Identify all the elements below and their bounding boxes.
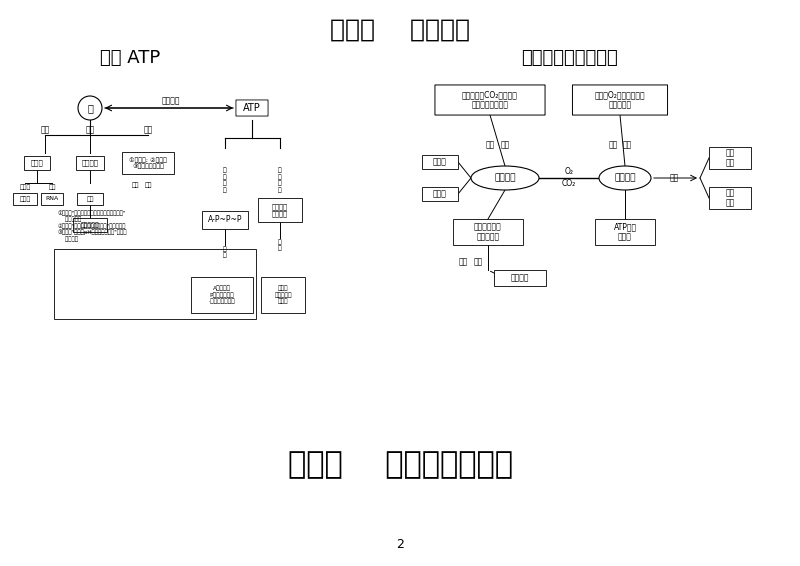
Text: 光合作用: 光合作用 — [494, 174, 516, 182]
Text: ATP的主
要来源: ATP的主 要来源 — [614, 222, 637, 242]
Text: 外因：光、CO₂、温度等
内因：色素、酶等: 外因：光、CO₂、温度等 内因：色素、酶等 — [462, 91, 518, 110]
Text: 实验: 实验 — [131, 182, 138, 188]
FancyBboxPatch shape — [494, 270, 546, 286]
Text: 光反应: 光反应 — [433, 157, 447, 166]
Text: 因素: 因素 — [500, 140, 510, 149]
Text: CO₂: CO₂ — [562, 178, 576, 187]
Text: 验证: 验证 — [144, 182, 152, 188]
FancyBboxPatch shape — [76, 156, 104, 170]
Text: 结
构
形
式: 结 构 形 式 — [223, 168, 227, 192]
Circle shape — [78, 96, 102, 120]
Text: 特性: 特性 — [143, 126, 153, 135]
Text: 生
成
途
径: 生 成 途 径 — [278, 168, 282, 192]
Text: ATP: ATP — [243, 103, 261, 113]
Text: 场
所: 场 所 — [278, 239, 282, 251]
FancyBboxPatch shape — [422, 155, 458, 169]
Text: 酶和 ATP: 酶和 ATP — [100, 49, 160, 67]
FancyBboxPatch shape — [258, 198, 302, 222]
Text: 光合作用与细胞呼吸: 光合作用与细胞呼吸 — [522, 49, 618, 67]
FancyBboxPatch shape — [422, 187, 458, 201]
Text: 新陈代谢: 新陈代谢 — [162, 96, 180, 105]
Text: 因素: 因素 — [622, 140, 632, 149]
Text: 叶绿体
细胞质基质
线粒体: 叶绿体 细胞质基质 线粒体 — [274, 286, 292, 305]
Text: 专题二    细胞代谢: 专题二 细胞代谢 — [330, 18, 470, 42]
FancyBboxPatch shape — [73, 218, 107, 232]
Text: 酶: 酶 — [87, 103, 93, 113]
FancyBboxPatch shape — [122, 152, 174, 174]
Text: 专题三    细胞的生长历程: 专题三 细胞的生长历程 — [287, 451, 513, 479]
Text: 含
义: 含 义 — [223, 246, 227, 258]
FancyBboxPatch shape — [13, 193, 37, 205]
FancyBboxPatch shape — [595, 219, 655, 245]
Text: O₂: O₂ — [565, 168, 574, 177]
Text: A代表腺苷
P代表磷酸基团
-代表高能磷酸键: A代表腺苷 P代表磷酸基团 -代表高能磷酸键 — [209, 286, 235, 305]
FancyBboxPatch shape — [573, 85, 667, 115]
Text: 机理: 机理 — [86, 196, 94, 202]
FancyBboxPatch shape — [24, 156, 50, 170]
FancyBboxPatch shape — [236, 100, 268, 116]
Text: 细胞呼吸: 细胞呼吸 — [614, 174, 636, 182]
Text: A-P~P~P: A-P~P~P — [208, 216, 242, 225]
Text: 影响: 影响 — [486, 140, 494, 149]
Text: 方法: 方法 — [474, 258, 482, 267]
Text: 影响: 影响 — [608, 140, 618, 149]
Text: RNA: RNA — [46, 196, 58, 201]
Text: 2: 2 — [396, 538, 404, 551]
Ellipse shape — [599, 166, 651, 190]
FancyBboxPatch shape — [709, 147, 751, 169]
FancyBboxPatch shape — [202, 211, 248, 229]
Text: ①如通过"比较过氧化氢在不同条件下的分解"
    验证高效性
②如通过"淀粉酶水解淀粉、蔗糖"验证专一性
③如通过"温度、pH对酶活性的影响"验证温
    : ①如通过"比较过氧化氢在不同条件下的分解" 验证高效性 ②如通过"淀粉酶水解淀粉… — [58, 210, 127, 242]
FancyBboxPatch shape — [77, 193, 103, 205]
FancyBboxPatch shape — [54, 249, 256, 319]
FancyBboxPatch shape — [453, 219, 523, 245]
FancyBboxPatch shape — [709, 187, 751, 209]
FancyBboxPatch shape — [435, 85, 545, 115]
Text: 外因：O₂、水、温度等
内因：酶等: 外因：O₂、水、温度等 内因：酶等 — [594, 91, 646, 110]
Text: 绿叶中色素的
提取与分离: 绿叶中色素的 提取与分离 — [474, 222, 502, 242]
FancyBboxPatch shape — [261, 277, 305, 313]
Text: 有机物: 有机物 — [30, 160, 43, 166]
Text: 无氧
呼吸: 无氧 呼吸 — [726, 188, 734, 208]
Ellipse shape — [471, 166, 539, 190]
Text: 作用: 作用 — [86, 126, 94, 135]
FancyBboxPatch shape — [41, 193, 63, 205]
Text: 大多数: 大多数 — [19, 184, 30, 190]
Text: 催化作用: 催化作用 — [82, 160, 98, 166]
Text: 纸层析法: 纸层析法 — [510, 273, 530, 282]
Text: ①高效性; ②专一性
③作用条件较温和: ①高效性; ②专一性 ③作用条件较温和 — [129, 157, 167, 169]
Text: 降低活化能: 降低活化能 — [81, 222, 99, 228]
Text: 光合作用
细胞呼吸: 光合作用 细胞呼吸 — [272, 203, 288, 217]
Text: 分离: 分离 — [458, 258, 468, 267]
Text: 暗反应: 暗反应 — [433, 190, 447, 199]
Text: 少数: 少数 — [48, 184, 56, 190]
Text: 蛋白质: 蛋白质 — [19, 196, 30, 202]
Text: 有氧
呼吸: 有氧 呼吸 — [726, 148, 734, 168]
Text: 方式: 方式 — [670, 174, 678, 182]
FancyBboxPatch shape — [191, 277, 253, 313]
Text: 本质: 本质 — [40, 126, 50, 135]
